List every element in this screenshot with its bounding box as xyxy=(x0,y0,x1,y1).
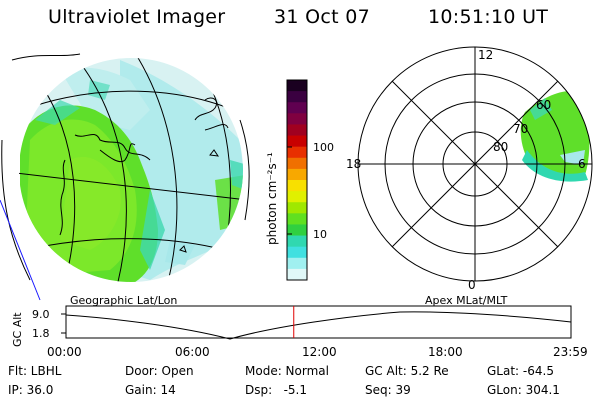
status-gc-alt: GC Alt: 5.2 Re xyxy=(365,364,449,378)
colorbar-segment xyxy=(287,224,307,237)
colorbar-segment xyxy=(287,168,307,181)
status-dsp: Dsp: -5.1 xyxy=(245,383,308,397)
alt-xtick-0000: 00:00 xyxy=(47,345,82,359)
colorbar-segment xyxy=(287,268,307,281)
colorbar-tick-10: 10 xyxy=(313,228,327,241)
colorbar-segment xyxy=(287,157,307,170)
colorbar-segment xyxy=(287,124,307,137)
geographic-map xyxy=(0,53,250,301)
alt-xtick-0600: 06:00 xyxy=(175,345,210,359)
status-gain: Gain: 14 xyxy=(125,383,176,397)
colorbar-tick-100: 100 xyxy=(313,141,334,154)
status-flt: Flt: LBHL xyxy=(8,364,62,378)
status-seq: Seq: 39 xyxy=(365,383,411,397)
colorbar-segment xyxy=(287,213,307,225)
colorbar-segment xyxy=(287,235,307,248)
colorbar-segment xyxy=(287,246,307,259)
alt-ytick-1-8: 1.8 xyxy=(32,327,50,340)
colorbar-segment xyxy=(287,180,307,192)
colorbar-segment xyxy=(287,146,307,159)
mlat-label-60: 60 xyxy=(536,98,551,112)
left-panel-label: Geographic Lat/Lon xyxy=(70,294,177,307)
right-panel-label: Apex MLat/MLT xyxy=(425,294,508,307)
status-glat: GLat: -64.5 xyxy=(487,364,554,378)
alt-xtick-1800: 18:00 xyxy=(428,345,463,359)
colorbar-segment xyxy=(287,102,307,114)
polar-plot: 12 18 6 0 60 70 80 xyxy=(346,46,593,292)
colorbar-segment xyxy=(287,191,307,203)
colorbar-segment xyxy=(287,135,307,148)
alt-ytick-9: 9.0 xyxy=(32,308,50,321)
alt-ylabel: GC Alt xyxy=(11,312,24,347)
mlat-label-80: 80 xyxy=(493,140,508,154)
status-ip: IP: 36.0 xyxy=(8,383,54,397)
status-glon: GLon: 304.1 xyxy=(487,383,560,397)
mlat-label-70: 70 xyxy=(513,122,528,136)
app-title: Ultraviolet Imager xyxy=(48,6,226,28)
mlt-label-6: 6 xyxy=(578,157,586,171)
alt-xtick-2359: 23:59 xyxy=(553,345,588,359)
mlt-label-0: 0 xyxy=(468,278,476,292)
mlt-label-12: 12 xyxy=(478,48,493,62)
time-label: 10:51:10 UT xyxy=(428,6,549,28)
status-mode: Mode: Normal xyxy=(245,364,329,378)
altitude-plot: 9.0 1.8 GC Alt 00:00 06:00 12:00 18:00 2… xyxy=(11,305,588,359)
colorbar: 100 10 photon cm⁻²s⁻¹ xyxy=(265,79,334,281)
colorbar-segment xyxy=(287,257,307,270)
colorbar-segment xyxy=(287,91,307,103)
colorbar-segment xyxy=(287,113,307,125)
status-door: Door: Open xyxy=(125,364,194,378)
date-label: 31 Oct 07 xyxy=(274,6,370,28)
mlt-label-18: 18 xyxy=(346,157,361,171)
colorbar-segment xyxy=(287,80,307,92)
alt-xtick-1200: 12:00 xyxy=(302,345,337,359)
colorbar-segment xyxy=(287,202,307,214)
colorbar-label: photon cm⁻²s⁻¹ xyxy=(265,152,279,245)
